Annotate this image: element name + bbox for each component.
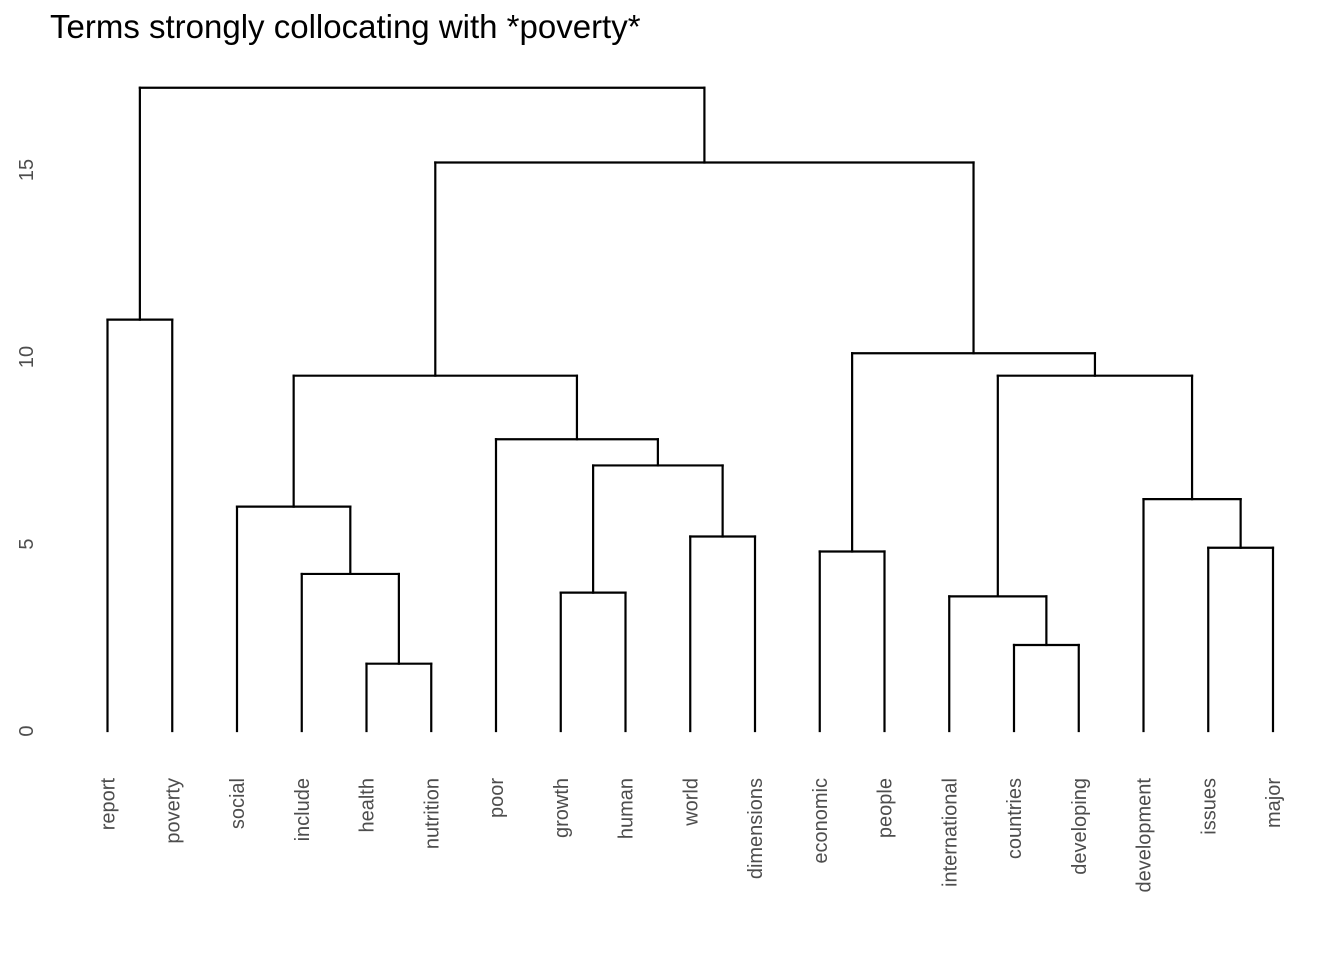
- leaf-label-human: human: [616, 778, 638, 839]
- leaf-label-health: health: [357, 778, 379, 833]
- y-tick-label-10: 10: [16, 346, 38, 368]
- y-tick-label-5: 5: [16, 538, 38, 549]
- leaf-label-poor: poor: [486, 778, 508, 818]
- y-axis: 0 5 10 15: [16, 159, 38, 737]
- leaf-label-countries: countries: [1004, 778, 1026, 859]
- leaf-label-economic: economic: [810, 778, 832, 864]
- leaf-label-world: world: [680, 778, 702, 827]
- leaf-label-developing: developing: [1069, 778, 1091, 875]
- y-tick-label-0: 0: [16, 725, 38, 736]
- leaf-label-include: include: [292, 778, 314, 841]
- leaf-label-poverty: poverty: [162, 778, 184, 844]
- leaf-label-dimensions: dimensions: [745, 778, 767, 879]
- leaf-label-issues: issues: [1198, 778, 1220, 835]
- leaf-label-report: report: [98, 778, 120, 831]
- leaf-labels: report poverty social include health nutritio…: [98, 778, 1286, 893]
- leaf-label-social: social: [227, 778, 249, 829]
- leaf-label-international: international: [939, 778, 961, 887]
- leaf-label-growth: growth: [551, 778, 573, 838]
- dendrogram-branches: [106, 86, 1275, 733]
- leaf-label-people: people: [875, 778, 897, 838]
- leaf-label-development: development: [1134, 778, 1156, 893]
- leaf-label-nutrition: nutrition: [421, 778, 443, 849]
- chart-title: Terms strongly collocating with *poverty…: [50, 8, 641, 45]
- leaf-label-major: major: [1263, 778, 1285, 828]
- y-tick-label-15: 15: [16, 159, 38, 181]
